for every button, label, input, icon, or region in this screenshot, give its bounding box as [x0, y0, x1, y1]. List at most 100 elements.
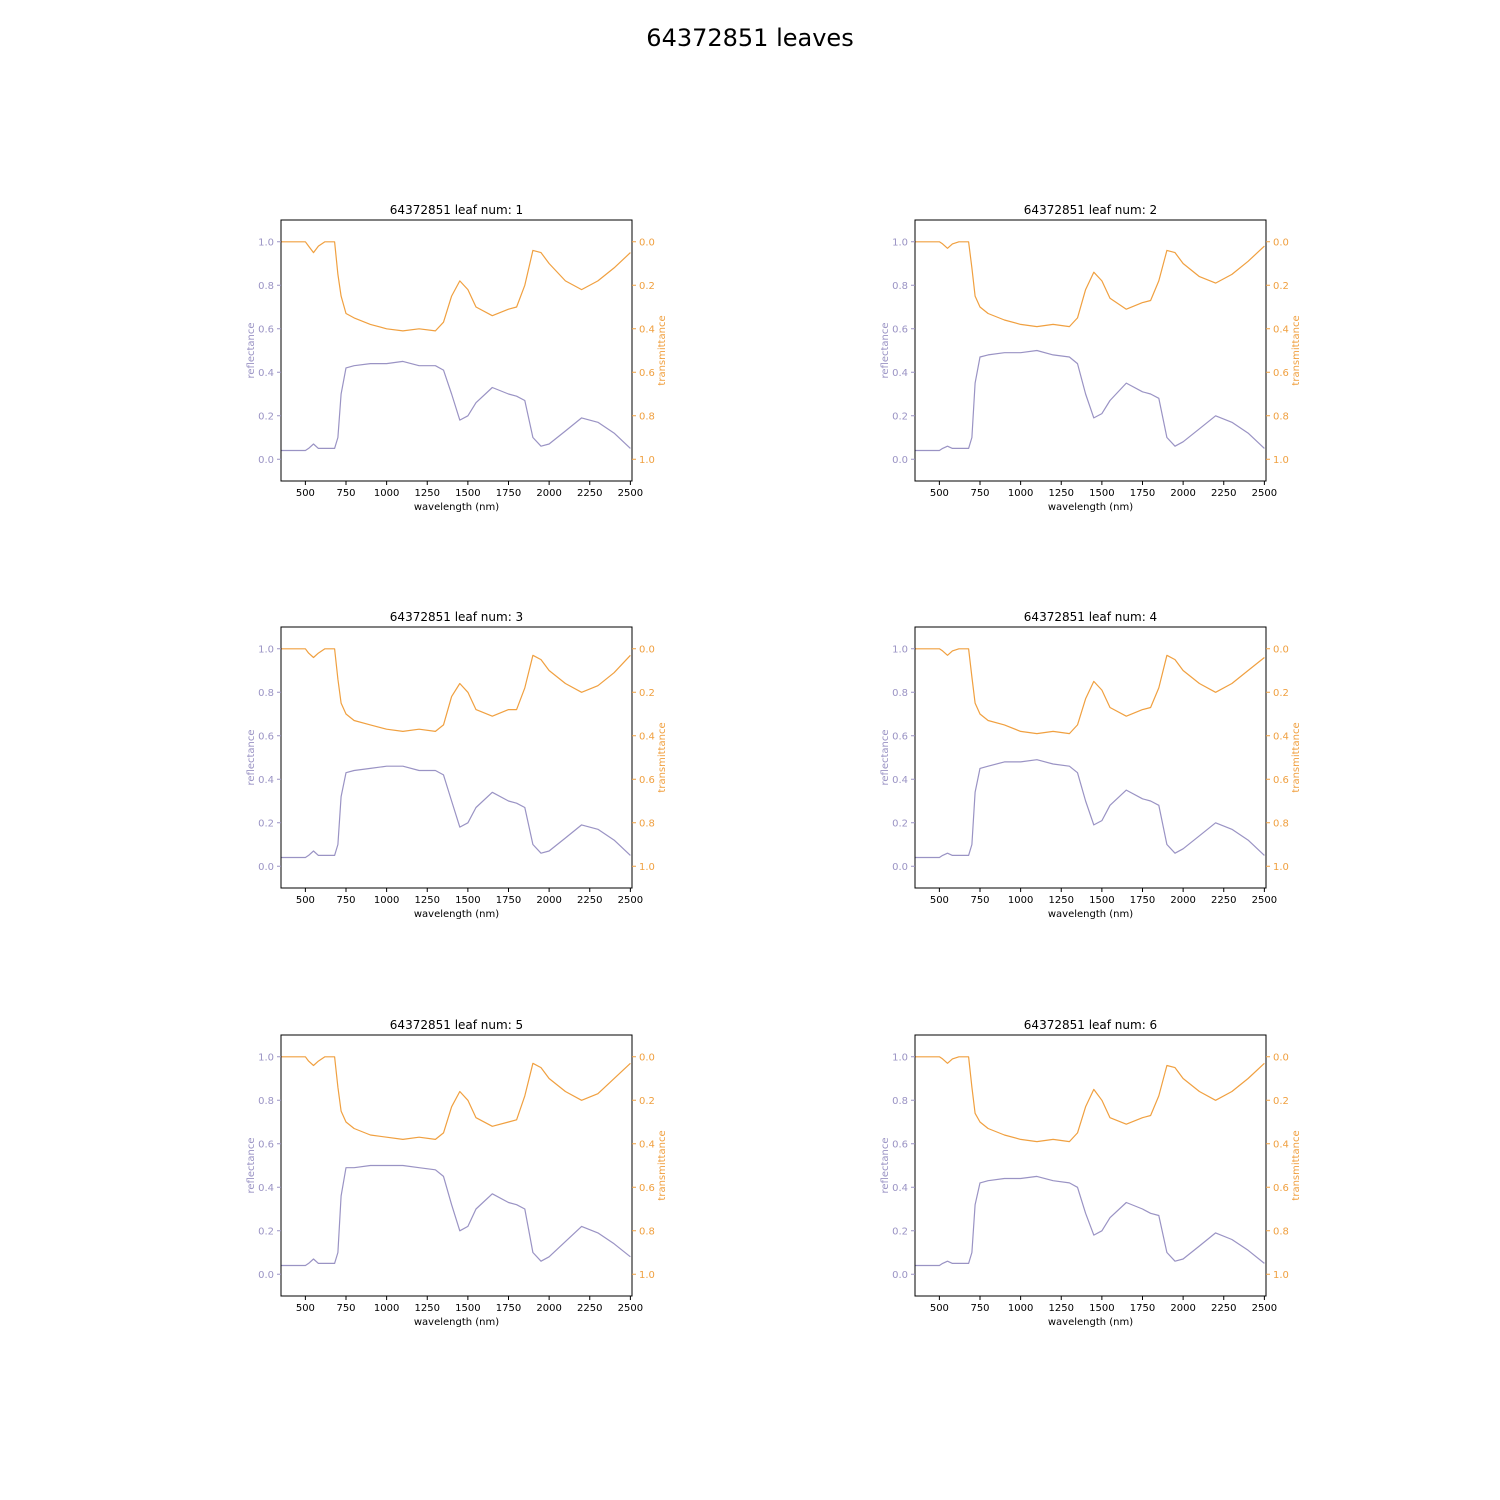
- y2-tick-label: 1.0: [1273, 455, 1289, 466]
- subplot-title: 64372851 leaf num: 2: [1024, 203, 1157, 217]
- transmittance-line: [915, 1056, 1265, 1143]
- y-tick-label: 0.0: [258, 1270, 274, 1281]
- transmittance-line: [281, 241, 631, 332]
- y-tick-label: 0.8: [892, 688, 908, 699]
- y2-tick-label: 0.0: [639, 644, 655, 655]
- x-tick-label: 1750: [496, 1303, 521, 1314]
- y2-tick-label: 0.2: [1273, 1096, 1289, 1107]
- x-tick-label: 1000: [374, 1303, 399, 1314]
- x-tick-label: 2500: [618, 895, 643, 906]
- y2-tick-label: 0.6: [1273, 775, 1289, 786]
- reflectance-line: [915, 349, 1265, 452]
- subplot-5: 500 750 1000 1250 1500 1750 2000 2250 2500 0.0 0.2…: [246, 1018, 668, 1328]
- x-tick-label: 2250: [1211, 488, 1236, 499]
- y2-tick-label: 0.4: [639, 1139, 655, 1150]
- y-tick-label: 0.8: [258, 688, 274, 699]
- reflectance-line: [915, 1175, 1265, 1267]
- y2-axis-label: transmittance: [657, 722, 668, 792]
- x-tick-label: 1500: [455, 488, 480, 499]
- x-tick-label: 1750: [1130, 1303, 1155, 1314]
- y-axis-label: reflectance: [246, 1137, 257, 1193]
- y-axis-label: reflectance: [246, 729, 257, 785]
- x-axis-label: wavelength (nm): [414, 1317, 499, 1328]
- y-tick-label: 0.0: [258, 455, 274, 466]
- reflectance-line: [281, 360, 631, 452]
- y2-tick-label: 0.2: [1273, 688, 1289, 699]
- y2-axis-label: transmittance: [657, 1130, 668, 1200]
- y2-tick-label: 1.0: [1273, 862, 1289, 873]
- x-tick-label: 1000: [374, 488, 399, 499]
- y2-tick-label: 0.8: [639, 818, 655, 829]
- x-axis-label: wavelength (nm): [1048, 1317, 1133, 1328]
- y2-tick-label: 0.8: [1273, 1226, 1289, 1237]
- y-tick-label: 0.4: [258, 1183, 274, 1194]
- subplot-title: 64372851 leaf num: 3: [390, 610, 523, 624]
- x-tick-label: 500: [296, 1303, 315, 1314]
- x-tick-label: 750: [336, 488, 355, 499]
- x-tick-label: 2000: [1170, 895, 1195, 906]
- y2-axis-label: transmittance: [657, 315, 668, 385]
- x-tick-label: 500: [296, 488, 315, 499]
- y-tick-label: 0.0: [892, 862, 908, 873]
- y-tick-label: 0.8: [258, 1096, 274, 1107]
- x-tick-label: 750: [970, 488, 989, 499]
- y2-tick-label: 0.0: [639, 237, 655, 248]
- y2-tick-label: 0.6: [639, 1183, 655, 1194]
- y-tick-label: 0.6: [258, 324, 274, 335]
- y-tick-label: 0.4: [892, 775, 908, 786]
- x-tick-label: 1250: [1049, 488, 1074, 499]
- x-tick-label: 750: [970, 895, 989, 906]
- y-tick-label: 1.0: [258, 237, 274, 248]
- x-tick-label: 1750: [1130, 488, 1155, 499]
- x-tick-label: 1000: [1008, 488, 1033, 499]
- x-tick-label: 1000: [1008, 895, 1033, 906]
- figure-title: 64372851 leaves: [646, 24, 854, 52]
- subplot-4: 500 750 1000 1250 1500 1750 2000 2250 2500 0.0 0.2…: [880, 610, 1302, 920]
- x-tick-label: 1500: [455, 895, 480, 906]
- y-tick-label: 1.0: [892, 237, 908, 248]
- y-tick-label: 0.2: [892, 411, 908, 422]
- plot-frame: [280, 626, 633, 889]
- y2-tick-label: 1.0: [639, 1270, 655, 1281]
- plot-frame: [914, 1034, 1267, 1297]
- x-tick-label: 750: [970, 1303, 989, 1314]
- y-tick-label: 0.4: [892, 368, 908, 379]
- y-tick-label: 0.8: [258, 281, 274, 292]
- y-tick-label: 0.2: [258, 818, 274, 829]
- transmittance-line: [915, 241, 1265, 328]
- y2-tick-label: 0.0: [1273, 1052, 1289, 1063]
- x-tick-label: 1750: [1130, 895, 1155, 906]
- plot-frame: [280, 1034, 633, 1297]
- y-tick-label: 1.0: [258, 644, 274, 655]
- x-tick-label: 750: [336, 1303, 355, 1314]
- y-axis-label: reflectance: [880, 1137, 891, 1193]
- y-tick-label: 0.6: [892, 731, 908, 742]
- y-tick-label: 0.8: [892, 281, 908, 292]
- y-tick-label: 0.6: [258, 1139, 274, 1150]
- x-tick-label: 1250: [415, 1303, 440, 1314]
- x-tick-label: 1500: [455, 1303, 480, 1314]
- x-tick-label: 2250: [1211, 895, 1236, 906]
- x-tick-label: 500: [930, 895, 949, 906]
- x-tick-label: 2500: [618, 1303, 643, 1314]
- x-tick-label: 1500: [1089, 1303, 1114, 1314]
- y2-tick-label: 0.4: [639, 731, 655, 742]
- x-tick-label: 2500: [618, 488, 643, 499]
- y2-tick-label: 0.4: [639, 324, 655, 335]
- reflectance-line: [281, 1164, 631, 1267]
- subplot-title: 64372851 leaf num: 5: [390, 1018, 523, 1032]
- y2-axis-label: transmittance: [1291, 1130, 1302, 1200]
- reflectance-line: [915, 759, 1265, 859]
- x-tick-label: 2000: [536, 488, 561, 499]
- x-tick-label: 2500: [1252, 488, 1277, 499]
- x-tick-label: 1000: [1008, 1303, 1033, 1314]
- y2-tick-label: 0.2: [1273, 281, 1289, 292]
- y-tick-label: 0.4: [892, 1183, 908, 1194]
- x-tick-label: 1250: [415, 895, 440, 906]
- y2-tick-label: 0.6: [1273, 368, 1289, 379]
- x-tick-label: 2000: [536, 895, 561, 906]
- subplot-6: 500 750 1000 1250 1500 1750 2000 2250 2500 0.0 0.2…: [880, 1018, 1302, 1328]
- x-axis-label: wavelength (nm): [414, 502, 499, 513]
- y2-tick-label: 0.6: [639, 368, 655, 379]
- x-tick-label: 2000: [1170, 1303, 1195, 1314]
